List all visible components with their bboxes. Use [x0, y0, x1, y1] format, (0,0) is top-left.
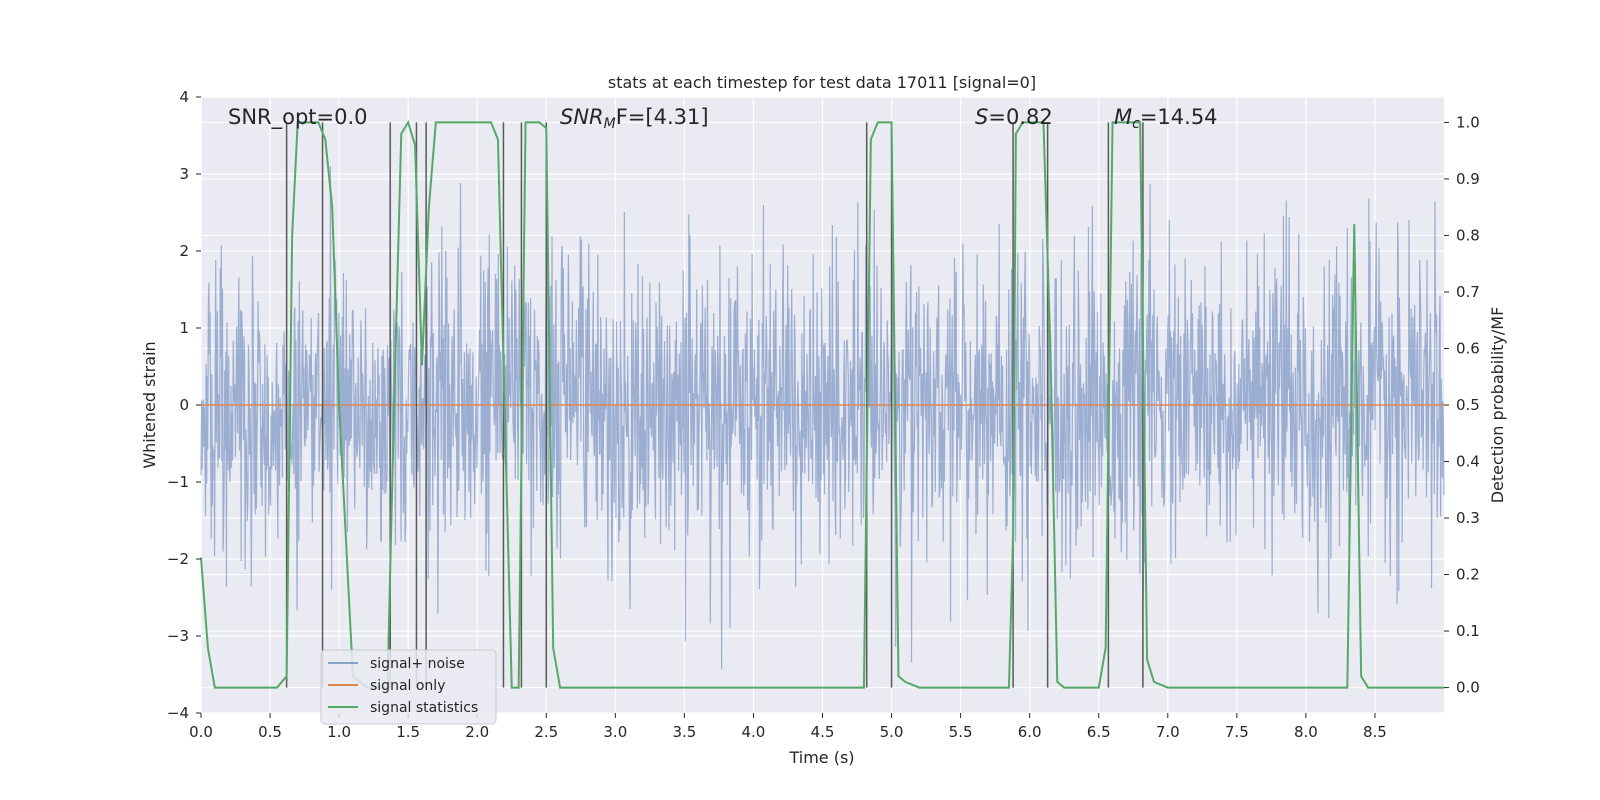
y2-tick-label: 0.2	[1456, 566, 1480, 584]
x-axis-ticks: 0.0 0.5 1.0 1.5 2.0 2.5 3.0 3.5 4.0 4.5 5.0 5.5 6.0 6…	[189, 713, 1387, 741]
y2-tick-label: 1.0	[1456, 113, 1480, 131]
stat-snr-opt: SNR_opt=0.0	[228, 105, 368, 130]
stat-snr-mf: SNRMF=[4.31]	[560, 105, 709, 132]
x-tick-label: 4.5	[811, 723, 835, 741]
x-tick-label: 7.5	[1225, 723, 1249, 741]
y-tick-label: 4	[179, 88, 189, 106]
y2-axis-label: Detection probability/MF	[1488, 307, 1507, 504]
x-tick-label: 3.5	[672, 723, 696, 741]
x-tick-label: 5.5	[949, 723, 973, 741]
x-tick-label: 8.0	[1294, 723, 1318, 741]
x-tick-label: 1.5	[396, 723, 420, 741]
stat-snr-mf-rest: F=[4.31]	[616, 105, 709, 129]
y2-tick-label: 0.9	[1456, 170, 1480, 188]
y-tick-label: 0	[179, 396, 189, 414]
y-tick-label: −4	[167, 704, 189, 722]
x-tick-label: 8.5	[1363, 723, 1387, 741]
legend-label-signal: signal only	[370, 678, 445, 694]
x-tick-label: 2.0	[465, 723, 489, 741]
y2-tick-label: 0.3	[1456, 509, 1480, 527]
signal-statistics-series	[200, 120, 1444, 689]
y-tick-label: −1	[167, 473, 189, 491]
legend-label-stats: signal statistics	[370, 700, 478, 716]
stat-snr-mf-sub: M	[604, 116, 616, 132]
y-tick-label: 3	[179, 165, 189, 183]
stat-s-rest: =0.82	[988, 105, 1052, 129]
legend-box	[320, 649, 497, 725]
x-tick-label: 5.0	[880, 723, 904, 741]
x-axis-label: Time (s)	[788, 748, 854, 767]
x-tick-label: 1.0	[327, 723, 351, 741]
x-tick-label: 4.0	[742, 723, 766, 741]
y2-tick-label: 0.8	[1456, 226, 1480, 244]
stat-mc-main: M	[1114, 105, 1132, 129]
x-tick-label: 0.5	[258, 723, 282, 741]
y-tick-label: 2	[179, 242, 189, 260]
y-tick-label: 1	[179, 319, 189, 337]
stat-mc-sub: c	[1132, 116, 1140, 132]
y-axis-label: Whitened strain	[140, 341, 159, 468]
stat-snr-mf-main: SNR	[560, 105, 604, 129]
y2-axis-ticks: 1.0 0.9 0.8 0.7 0.6 0.5 0.4 0.3 0.2 0.1 0.0	[1444, 113, 1480, 697]
stat-mc: Mc=14.54	[1114, 105, 1218, 132]
x-tick-label: 2.5	[534, 723, 558, 741]
y2-tick-label: 0.7	[1456, 283, 1480, 301]
y-axis-ticks: 4 3 2 1 0 −1 −2 −3 −4	[167, 88, 201, 722]
y2-tick-label: 0.1	[1456, 622, 1480, 640]
x-tick-label: 6.5	[1087, 723, 1111, 741]
chart-title: stats at each timestep for test data 170…	[608, 73, 1036, 92]
legend: signal+ noise signal only signal statist…	[320, 649, 497, 725]
x-tick-label: 3.0	[603, 723, 627, 741]
legend-label-noise: signal+ noise	[370, 656, 465, 672]
x-tick-label: 7.0	[1156, 723, 1180, 741]
y2-tick-label: 0.0	[1456, 679, 1480, 697]
y2-tick-label: 0.4	[1456, 453, 1480, 471]
y2-tick-label: 0.6	[1456, 339, 1480, 357]
x-tick-label: 0.0	[189, 723, 213, 741]
x-tick-label: 6.0	[1018, 723, 1042, 741]
stat-s: S=0.82	[975, 105, 1053, 129]
stat-s-main: S	[975, 105, 988, 129]
y-tick-label: −2	[167, 550, 189, 568]
signal-statistics-line	[200, 120, 1444, 689]
stat-mc-rest: =14.54	[1140, 105, 1218, 129]
y-tick-label: −3	[167, 627, 189, 645]
y2-tick-label: 0.5	[1456, 396, 1480, 414]
